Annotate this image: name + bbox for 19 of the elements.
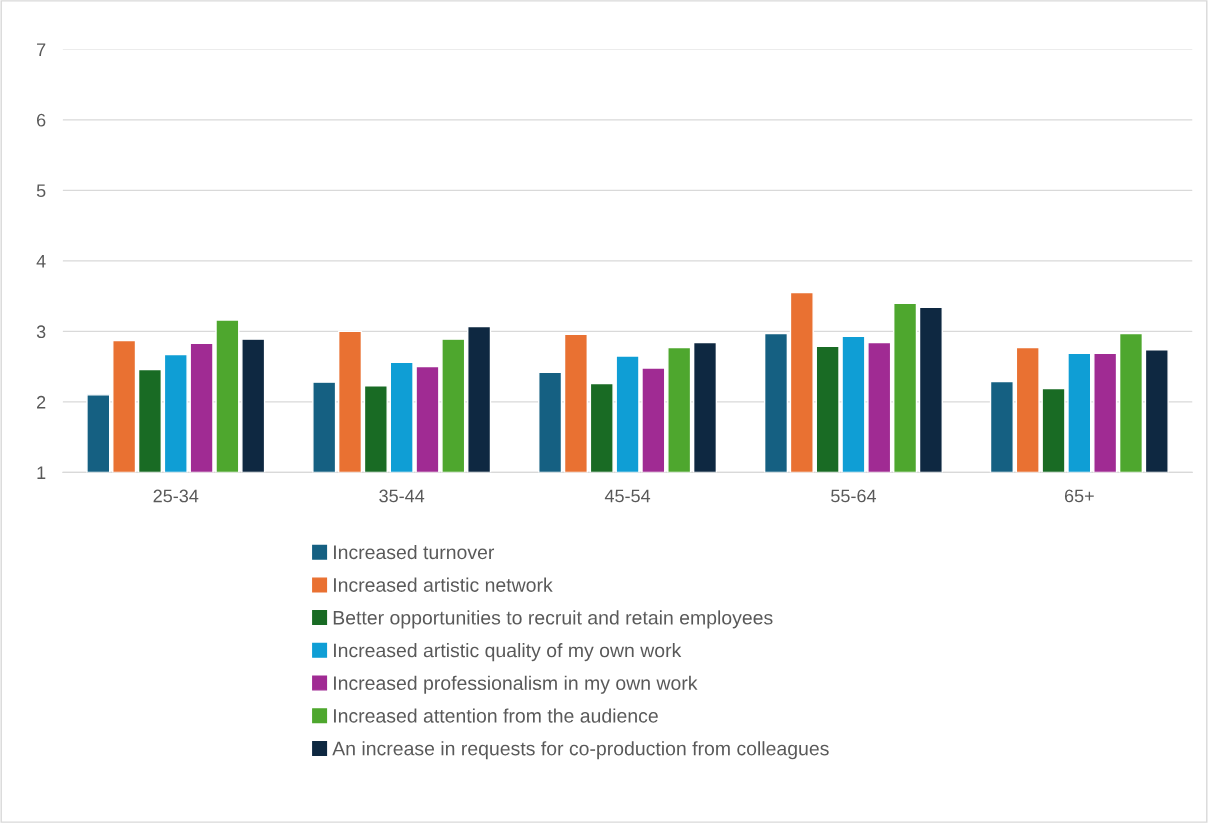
y-tick-label: 6 [37,113,46,127]
legend-label: Better opportunities to recruit and retain employees [333,610,773,629]
x-tick-label: 25-34 [153,489,199,503]
y-tick-label: 5 [36,184,46,198]
y-tick-label: 2 [37,395,46,409]
y-tick-label: 1 [37,466,46,479]
y-tick-label: 4 [36,255,46,268]
x-tick-label: 55-64 [831,489,877,503]
legend-label: Increased attention from the audience [334,708,658,723]
legend-label: Increased professionalism in my own work [334,675,698,694]
legend-label: An increase in requests for co-production from colleagues [332,741,829,760]
y-tick-label: 7 [37,43,46,56]
legend-label: Increased artistic quality of my own work [334,643,682,662]
legend-label: Increased artistic network [334,577,553,592]
x-tick-label: 65+ [1064,489,1094,503]
y-tick-label: 3 [36,325,46,339]
x-tick-label: 45-54 [604,489,651,503]
legend-label: Increased turnover [334,544,495,560]
x-tick-label: 35-44 [379,489,425,503]
